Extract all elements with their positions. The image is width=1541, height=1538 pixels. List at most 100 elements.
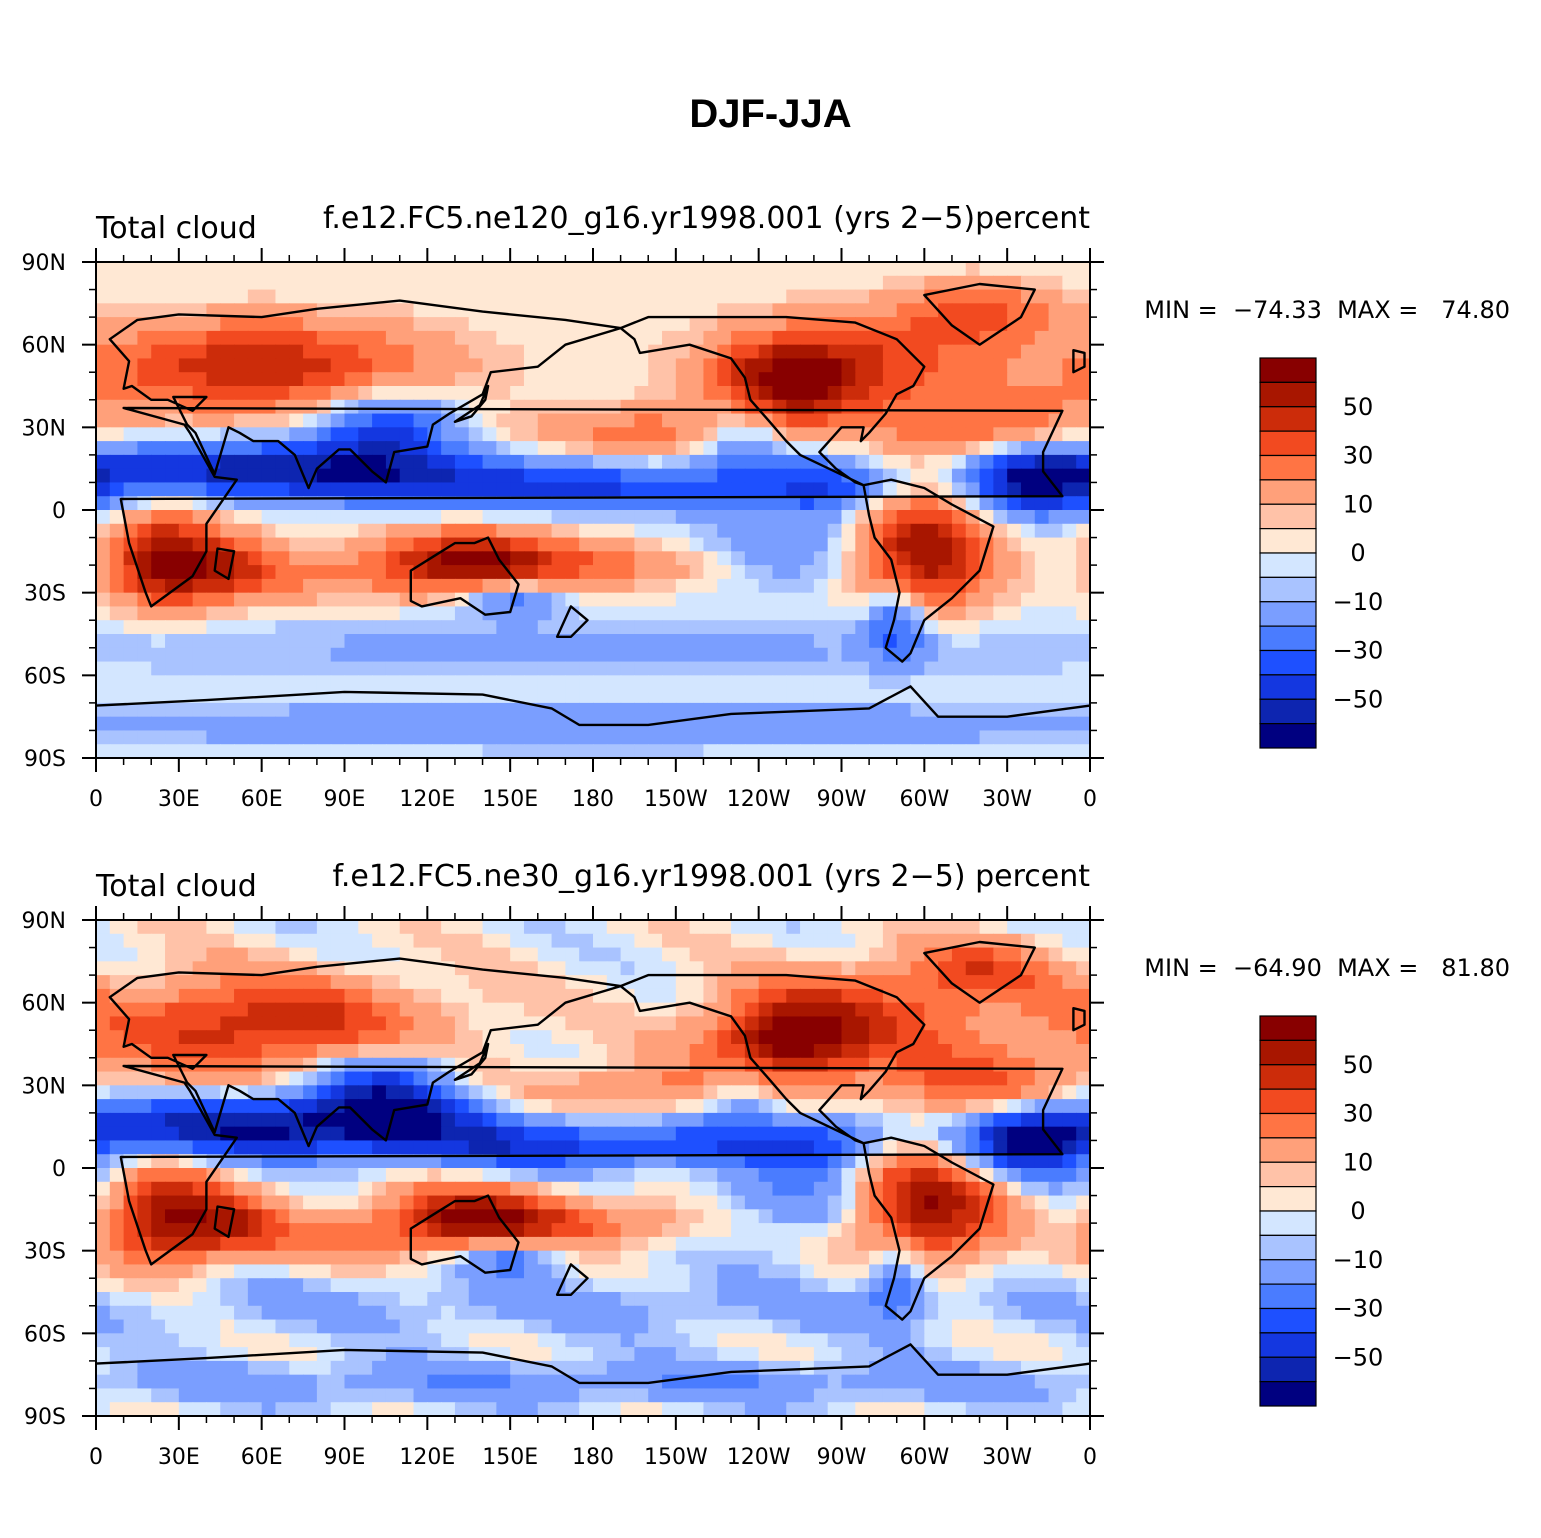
- heatmap-cell: [165, 317, 180, 332]
- coastline-namerica: [619, 315, 926, 487]
- heatmap-cell: [1034, 1195, 1050, 1210]
- heatmap-cell: [951, 262, 967, 277]
- heatmap-cell: [399, 1264, 415, 1279]
- heatmap-cell: [620, 1264, 636, 1279]
- heatmap-cell: [303, 1154, 318, 1169]
- heatmap-cell: [938, 578, 953, 594]
- x-tick-label: 30W: [982, 787, 1032, 812]
- heatmap-cell: [965, 262, 981, 277]
- heatmap-cell: [1062, 1264, 1077, 1279]
- heatmap-cell: [938, 372, 953, 387]
- heatmap-cell: [165, 988, 180, 1004]
- heatmap-cell: [772, 1016, 787, 1031]
- heatmap-cell: [234, 537, 249, 552]
- heatmap-cell: [303, 372, 318, 387]
- heatmap-cell: [372, 496, 387, 511]
- heatmap-cell: [289, 647, 304, 663]
- heatmap-cell: [372, 330, 387, 346]
- heatmap-cell: [882, 744, 898, 759]
- heatmap-cell: [882, 482, 898, 497]
- heatmap-cell: [275, 427, 290, 442]
- heatmap-cell: [841, 1209, 856, 1224]
- heatmap-cell: [454, 634, 470, 649]
- heatmap-cell: [220, 317, 235, 332]
- heatmap-cell: [358, 1319, 373, 1334]
- heatmap-cell: [261, 1154, 277, 1169]
- heatmap-cell: [800, 1044, 815, 1059]
- heatmap-cell: [606, 1236, 622, 1252]
- heatmap-cell: [1076, 1305, 1091, 1321]
- heatmap-cell: [869, 647, 884, 663]
- heatmap-cell: [123, 427, 139, 442]
- heatmap-cell: [993, 1112, 1008, 1128]
- heatmap-cell: [1007, 344, 1022, 360]
- heatmap-cell: [841, 634, 856, 649]
- heatmap-cell: [993, 578, 1008, 594]
- heatmap-cell: [703, 1305, 718, 1321]
- heatmap-cell: [993, 675, 1008, 690]
- heatmap-cell: [1020, 1333, 1036, 1348]
- heatmap-cell: [841, 661, 856, 676]
- heatmap-cell: [896, 1154, 912, 1169]
- heatmap-cell: [372, 592, 387, 608]
- heatmap-cell: [896, 1071, 912, 1086]
- heatmap-cell: [537, 1236, 553, 1252]
- heatmap-cell: [123, 1250, 139, 1266]
- heatmap-cell: [717, 975, 732, 990]
- heatmap-cell: [924, 317, 939, 332]
- heatmap-cell: [234, 1016, 249, 1031]
- heatmap-cell: [261, 1305, 277, 1321]
- heatmap-cell: [924, 730, 939, 745]
- heatmap-cell: [441, 441, 456, 456]
- coastline-uk: [1072, 348, 1086, 374]
- heatmap-cell: [786, 468, 801, 484]
- heatmap-cell: [372, 1057, 387, 1073]
- heatmap-cell: [234, 1292, 249, 1307]
- heatmap-cell: [372, 975, 387, 990]
- heatmap-cell: [675, 1236, 691, 1252]
- heatmap-cell: [261, 1236, 277, 1252]
- heatmap-cell: [606, 961, 622, 976]
- heatmap-cell: [192, 275, 208, 291]
- heatmap-cell: [882, 1305, 898, 1321]
- heatmap-cell: [441, 606, 456, 621]
- heatmap-cell: [137, 1071, 152, 1086]
- heatmap-cell: [454, 1085, 470, 1100]
- heatmap-cell: [220, 1319, 235, 1334]
- heatmap-cell: [96, 1030, 111, 1045]
- heatmap-cell: [151, 1305, 166, 1321]
- heatmap-cell: [109, 634, 125, 649]
- heatmap-cell: [137, 1209, 152, 1224]
- heatmap-cell: [606, 262, 622, 277]
- heatmap-cell: [689, 1071, 705, 1086]
- heatmap-cell: [123, 1292, 139, 1307]
- heatmap-cell: [468, 275, 484, 291]
- heatmap-cell: [165, 1223, 180, 1238]
- heatmap-cell: [344, 702, 359, 718]
- heatmap-cell: [717, 578, 732, 594]
- heatmap-cell: [413, 565, 428, 580]
- heatmap-cell: [896, 1319, 912, 1334]
- heatmap-cell: [330, 1071, 346, 1086]
- heatmap-cell: [496, 620, 511, 635]
- heatmap-cell: [551, 1236, 566, 1252]
- heatmap-cell: [744, 317, 760, 332]
- heatmap-cell: [689, 1057, 705, 1073]
- heatmap-cell: [289, 1154, 304, 1169]
- heatmap-cell: [993, 1085, 1008, 1100]
- heatmap-cell: [109, 510, 125, 525]
- heatmap-cell: [1076, 289, 1091, 304]
- heatmap-cell: [786, 358, 801, 373]
- heatmap-cell: [951, 1250, 967, 1266]
- heatmap-cell: [689, 975, 705, 990]
- heatmap-cell: [1076, 1154, 1091, 1169]
- heatmap-cell: [675, 1333, 691, 1348]
- heatmap-cell: [593, 496, 608, 511]
- heatmap-cell: [717, 523, 732, 539]
- heatmap-cell: [123, 634, 139, 649]
- heatmap-cell: [289, 358, 304, 373]
- heatmap-cell: [289, 1195, 304, 1210]
- heatmap-cell: [165, 372, 180, 387]
- heatmap-cell: [109, 961, 125, 976]
- heatmap-cell: [841, 523, 856, 539]
